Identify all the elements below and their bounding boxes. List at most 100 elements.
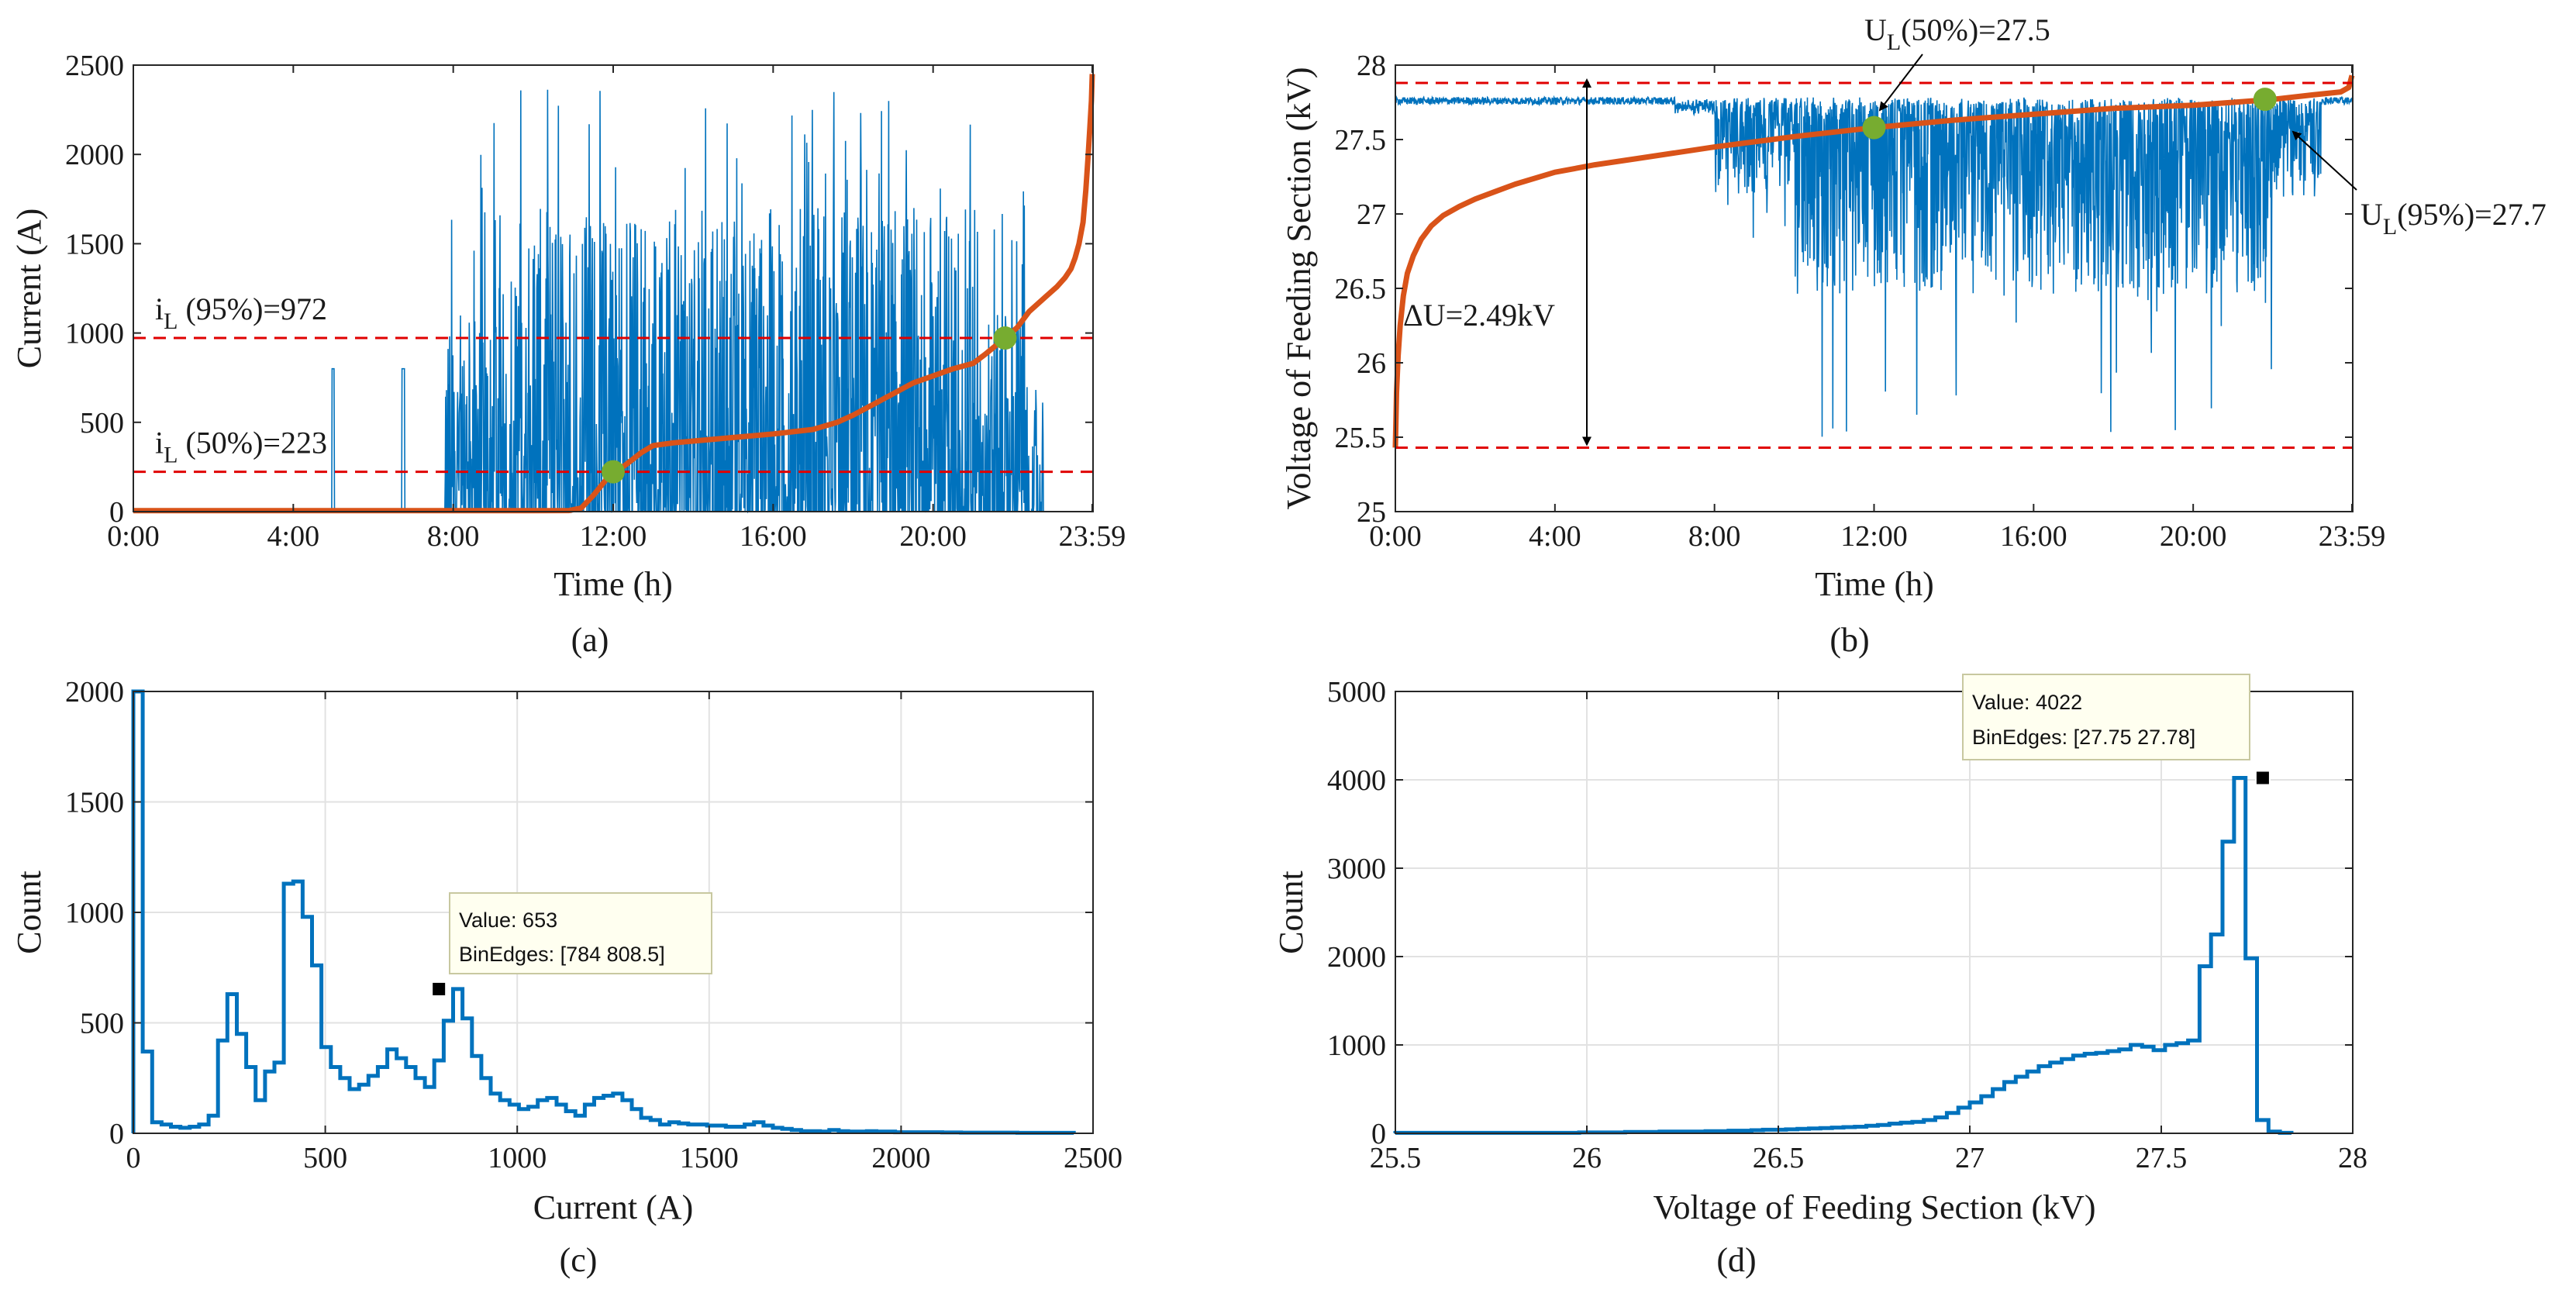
histogram-bin bbox=[566, 1112, 575, 1134]
panel-a-label-i95-main: i bbox=[155, 291, 164, 326]
x-tick-label: 25.5 bbox=[1370, 1142, 1422, 1174]
histogram-bin bbox=[688, 1125, 698, 1133]
histogram-bin bbox=[1936, 1117, 1947, 1133]
histogram-bin bbox=[1970, 1102, 1981, 1133]
histogram-bin bbox=[350, 1089, 359, 1133]
histogram-bin bbox=[453, 989, 463, 1133]
x-tick-label: 500 bbox=[303, 1142, 347, 1174]
histogram-bin bbox=[312, 965, 322, 1133]
panel-d-datatip-box bbox=[1962, 674, 2250, 760]
histogram-bin bbox=[331, 1067, 340, 1134]
panel-a-xlabel: Time (h) bbox=[553, 565, 673, 603]
x-tick-label: 4:00 bbox=[267, 520, 320, 553]
panel-a-caption: (a) bbox=[571, 621, 609, 659]
y-tick-label: 26 bbox=[1357, 347, 1386, 380]
histogram-bin bbox=[735, 1126, 744, 1133]
panel-b-annot-u95-main: U bbox=[2360, 197, 2383, 232]
x-tick-label: 27 bbox=[1955, 1142, 1985, 1174]
y-tick-label: 25 bbox=[1357, 496, 1386, 529]
histogram-bin bbox=[425, 1087, 434, 1133]
histogram-bin bbox=[557, 1105, 566, 1133]
histogram-bin bbox=[256, 1100, 265, 1133]
histogram-bin bbox=[2154, 1050, 2165, 1133]
histogram-bin bbox=[650, 1120, 660, 1133]
histogram-bin bbox=[1947, 1113, 1958, 1133]
panel-a-label-i50-rest: (50%)=223 bbox=[178, 426, 327, 460]
panel-b-voltage-time-plot: 0:00 4:00 8:00 12:00 16:00 20:00 23:59 25 25.5 26… bbox=[1280, 12, 2547, 659]
histogram-bin bbox=[613, 1094, 622, 1133]
panel-a-percentile-markers bbox=[602, 326, 1017, 484]
histogram-bin bbox=[161, 1125, 171, 1133]
y-tick-label: 26.5 bbox=[1335, 273, 1387, 305]
histogram-bin bbox=[529, 1107, 538, 1133]
histogram-bin bbox=[171, 1126, 181, 1133]
histogram-bin bbox=[227, 994, 236, 1133]
histogram-bin bbox=[2142, 1046, 2154, 1133]
datatip-marker[interactable] bbox=[2254, 770, 2271, 786]
histogram-bin bbox=[2199, 967, 2211, 1133]
histogram-bin bbox=[2016, 1077, 2027, 1133]
histogram-bin bbox=[2246, 958, 2257, 1133]
histogram-bin bbox=[594, 1098, 603, 1133]
histogram-bin bbox=[481, 1078, 491, 1133]
histogram-bin bbox=[378, 1067, 387, 1134]
y-tick-label: 0 bbox=[109, 1118, 124, 1150]
histogram-bin bbox=[745, 1125, 754, 1133]
histogram-bin bbox=[2177, 1043, 2188, 1133]
histogram-bin bbox=[1981, 1096, 1993, 1133]
panel-b-caption: (b) bbox=[1829, 621, 1869, 659]
x-tick-label: 0:00 bbox=[107, 520, 160, 553]
histogram-bin bbox=[247, 1067, 256, 1134]
histogram-bin bbox=[2119, 1050, 2131, 1133]
histogram-bin bbox=[388, 1050, 397, 1133]
histogram-bin bbox=[1889, 1123, 1901, 1133]
panel-c-ylabel: Count bbox=[10, 871, 48, 954]
histogram-bin bbox=[284, 884, 293, 1133]
y-tick-label: 2000 bbox=[65, 676, 124, 709]
y-tick-label: 2000 bbox=[65, 139, 124, 171]
x-tick-label: 16:00 bbox=[2000, 520, 2067, 553]
panel-b-annot-u95-rest: (95%)=27.7 bbox=[2397, 197, 2547, 232]
histogram-bin bbox=[2073, 1056, 2085, 1133]
panel-a-label-i95-rest: (95%)=972 bbox=[178, 291, 327, 326]
histogram-bin bbox=[538, 1100, 547, 1133]
histogram-bin bbox=[443, 1021, 453, 1133]
y-tick-label: 1000 bbox=[65, 318, 124, 350]
panel-d-ylabel: Count bbox=[1272, 871, 1310, 954]
panel-d-voltage-histogram: 25.5 26 26.5 27 27.5 28010002000300040005000 … bbox=[1272, 674, 2367, 1279]
panel-b-ylabel: Voltage of Feeding Section (kV) bbox=[1280, 67, 1318, 509]
x-tick-label: 8:00 bbox=[427, 520, 480, 553]
panel-a-current-time-plot: 0:00 4:00 8:00 12:00 16:00 20:00 23:59 0 500 1000… bbox=[10, 50, 1126, 659]
histogram-bin bbox=[670, 1122, 679, 1133]
histogram-bin bbox=[397, 1058, 406, 1133]
histogram-outline bbox=[131, 689, 1076, 1135]
panel-c-caption: (c) bbox=[560, 1241, 598, 1279]
panel-c-datatip-value: Value: 653 bbox=[459, 909, 557, 932]
panel-d-plot-area bbox=[1395, 691, 2353, 1133]
histogram-bin bbox=[575, 1115, 585, 1133]
panel-b-annot-u50: UL(50%)=27.5 bbox=[1864, 12, 2050, 55]
histogram-bin bbox=[143, 1052, 152, 1133]
histogram-bin bbox=[265, 1071, 274, 1133]
panel-b-limit-lines bbox=[1395, 81, 2353, 449]
y-tick-label: 1000 bbox=[65, 897, 124, 929]
panel-a-label-i50: iL (50%)=223 bbox=[155, 426, 327, 468]
panel-c-datatip[interactable]: Value: 653 BinEdges: [784 808.5] bbox=[449, 892, 712, 974]
histogram-bin bbox=[1993, 1089, 2005, 1133]
histogram-bin bbox=[293, 881, 302, 1133]
histogram-outline bbox=[1393, 776, 2294, 1135]
histogram-bin bbox=[547, 1098, 557, 1133]
datatip-marker[interactable] bbox=[431, 981, 447, 997]
histogram-bin bbox=[434, 1060, 443, 1133]
panel-b-annot-u50-main: U bbox=[1864, 12, 1887, 47]
panel-d-datatip[interactable]: Value: 4022 BinEdges: [27.75 27.78] bbox=[1962, 674, 2250, 760]
histogram-bin bbox=[1924, 1120, 1936, 1133]
percentile-marker bbox=[602, 460, 625, 484]
histogram-bin bbox=[1878, 1125, 1889, 1133]
y-tick-label: 4000 bbox=[1327, 764, 1386, 797]
y-tick-label: 27.5 bbox=[1335, 124, 1387, 157]
panel-b-annot-u50-sub: L bbox=[1887, 29, 1901, 55]
series-cumulative bbox=[1392, 74, 2355, 448]
x-tick-label: 26 bbox=[1572, 1142, 1602, 1174]
y-tick-label: 25.5 bbox=[1335, 422, 1387, 454]
